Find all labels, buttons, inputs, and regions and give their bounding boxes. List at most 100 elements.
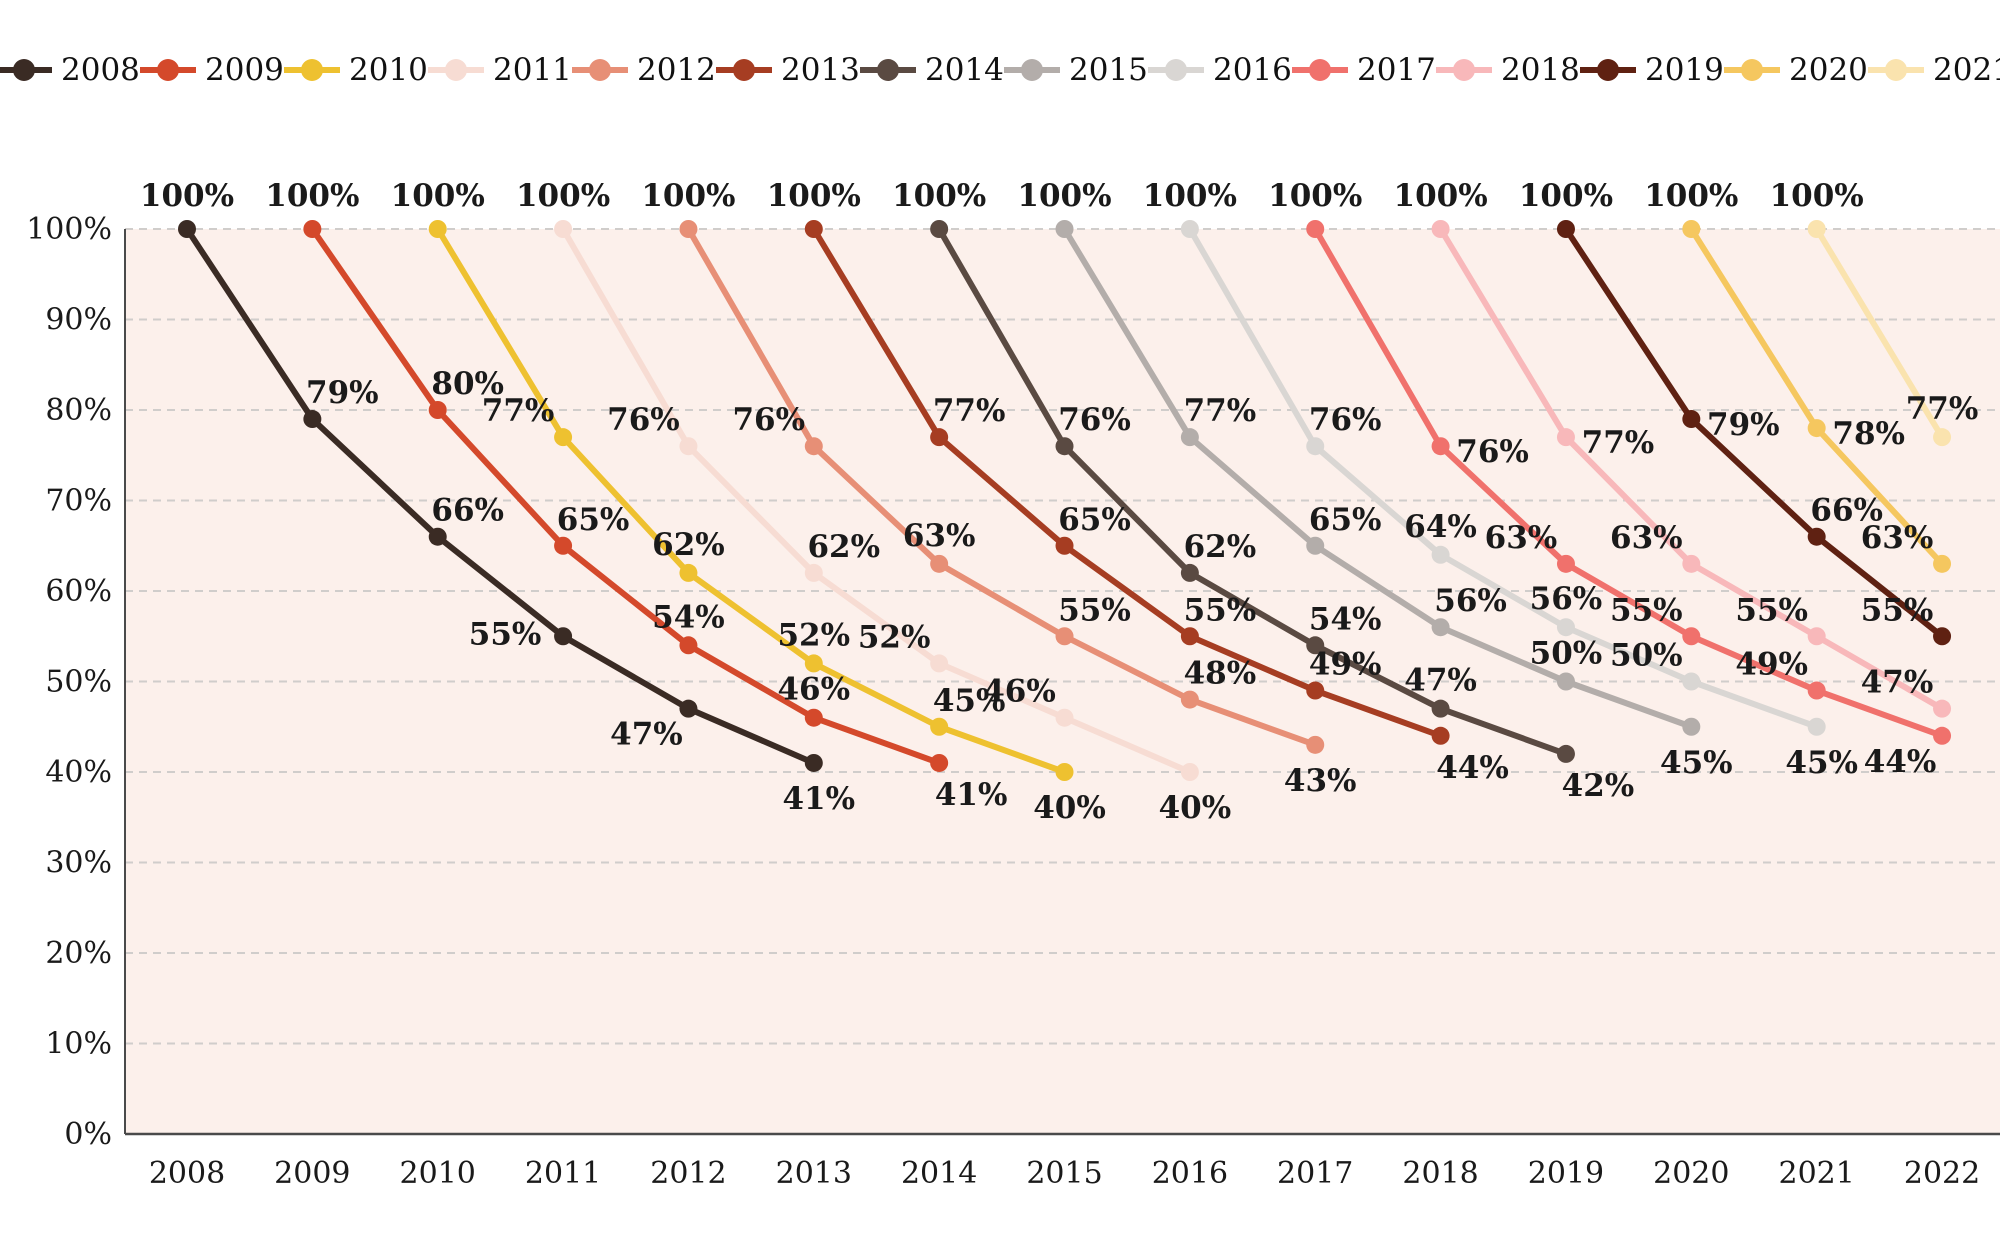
series-2014-line [936,226,1569,757]
x-axis-tick-2012: 2012 [650,1156,726,1191]
series-2018-point-2019 [1556,428,1575,447]
legend-item-label: 2013 [781,51,860,88]
legend-series-marker-icon [716,44,772,96]
data-label-2009-2014: 41% [935,777,1008,813]
series-2016-point-2021 [1807,717,1826,736]
data-label-2020-2020: 100% [1644,178,1738,214]
series-2020-point-2020 [1682,220,1701,238]
data-label-2010-2014: 45% [933,683,1006,719]
data-label-2018-2019: 77% [1582,425,1655,461]
legend-item-2015[interactable]: 2015 [1004,44,1148,96]
legend-item-label: 2008 [61,51,140,88]
series-2016-line [1186,226,1820,730]
data-label-2010-2010: 100% [391,178,485,214]
legend-item-2020[interactable]: 2020 [1724,44,1868,96]
legend-item-2011[interactable]: 2011 [428,44,572,96]
series-2010 [428,220,1074,781]
data-label-2011-2014: 52% [858,619,931,655]
data-label-2010-2015: 40% [1033,790,1106,826]
series-2018-point-2018 [1431,220,1450,238]
legend-item-2021[interactable]: 2021 [1868,44,2000,96]
series-2012 [679,220,1325,754]
series-2017-point-2020 [1682,627,1701,646]
x-axis-tick-2014: 2014 [901,1156,977,1191]
y-axis-tick-40%: 40% [45,755,112,790]
legend-item-2010[interactable]: 2010 [284,44,428,96]
legend-series-marker-icon [140,44,196,96]
data-label-2011-2013: 62% [807,529,880,565]
data-label-2012-2014: 63% [903,518,976,554]
data-label-2008-2008: 100% [140,178,234,214]
data-label-2014-2016: 62% [1184,529,1257,565]
legend-marker-dot [1021,59,1043,81]
data-label-2020-2022: 63% [1861,520,1934,556]
data-label-2013-2015: 65% [1058,502,1131,538]
series-2018-point-2021 [1807,627,1826,646]
legend-series-marker-icon [284,44,340,96]
legend-item-2012[interactable]: 2012 [572,44,716,96]
data-label-2013-2017: 49% [1309,647,1382,683]
y-axis-tick-50%: 50% [45,665,112,700]
series-2012-point-2014 [930,554,949,573]
series-2011-point-2011 [554,220,573,238]
data-label-2019-2019: 100% [1519,178,1613,214]
data-label-2016-2020: 50% [1610,638,1683,674]
series-2015-line [1061,226,1695,730]
series-2021-point-2022 [1933,428,1952,447]
legend-item-2017[interactable]: 2017 [1292,44,1436,96]
legend-marker-dot [1741,59,1763,81]
data-label-2013-2018: 44% [1436,750,1509,786]
data-label-2013-2016: 55% [1184,592,1257,628]
legend-item-label: 2017 [1357,51,1436,88]
data-label-2017-2018: 76% [1456,434,1529,470]
legend-item-2014[interactable]: 2014 [860,44,1004,96]
data-label-2014-2019: 42% [1562,768,1635,804]
legend-series-marker-icon [572,44,628,96]
data-label-2018-2018: 100% [1394,178,1488,214]
series-2021-line [1813,226,1946,441]
series-2019-point-2019 [1556,220,1575,238]
series-2013 [804,220,1450,745]
data-label-2011-2012: 76% [607,402,680,438]
legend-series-marker-icon [0,44,52,96]
series-2014-point-2015 [1055,437,1074,456]
series-2021 [1807,220,1952,447]
series-2018-point-2022 [1933,699,1952,718]
series-2009-point-2011 [554,536,573,555]
data-label-2009-2011: 65% [557,502,630,538]
x-axis-tick-2009: 2009 [274,1156,350,1191]
legend-item-2018[interactable]: 2018 [1436,44,1580,96]
legend-item-2008[interactable]: 2008 [0,44,140,96]
series-2013-point-2015 [1055,536,1074,555]
series-2013-point-2017 [1306,681,1325,700]
series-2016-point-2018 [1431,545,1450,564]
x-axis-tick-2020: 2020 [1653,1156,1729,1191]
data-label-2013-2013: 100% [767,178,861,214]
legend-item-label: 2010 [349,51,428,88]
series-2009-line [309,226,943,766]
legend-item-label: 2014 [925,51,1004,88]
legend-item-2019[interactable]: 2019 [1580,44,1724,96]
series-2017 [1306,220,1952,745]
data-label-2018-2022: 47% [1861,665,1934,701]
series-2015-point-2016 [1180,428,1199,447]
data-label-2009-2012: 54% [652,599,725,635]
series-2020-point-2021 [1807,419,1826,438]
legend-item-2016[interactable]: 2016 [1148,44,1292,96]
data-label-2011-2016: 40% [1159,790,1232,826]
legend-series-marker-icon [1724,44,1780,96]
data-label-2015-2017: 65% [1309,502,1382,538]
x-axis-tick-2021: 2021 [1779,1156,1855,1191]
legend-item-2009[interactable]: 2009 [140,44,284,96]
series-2020 [1682,220,1952,573]
legend-marker-dot [157,59,179,81]
data-label-2011-2015: 46% [983,674,1056,710]
legend-marker-dot [589,59,611,81]
y-axis-tick-100%: 100% [26,212,112,247]
legend-item-2013[interactable]: 2013 [716,44,860,96]
series-2019-point-2022 [1933,627,1952,646]
legend-marker-dot [1885,59,1907,81]
y-axis-tick-60%: 60% [45,574,112,609]
data-label-2014-2014: 100% [892,178,986,214]
legend-series-marker-icon [1292,44,1348,96]
